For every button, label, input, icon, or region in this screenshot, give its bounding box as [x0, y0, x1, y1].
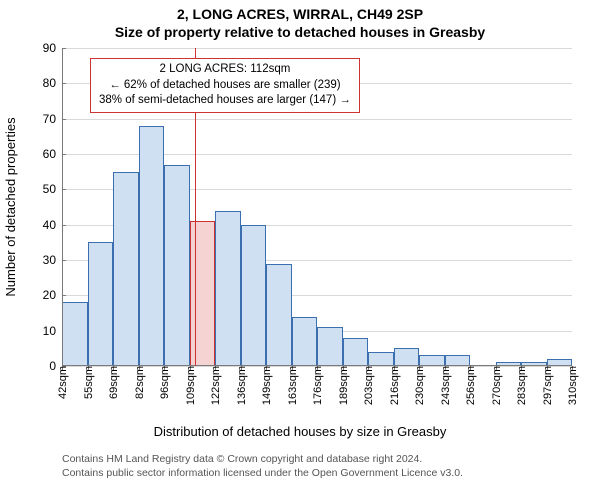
x-tick-label: 55sqm	[81, 366, 95, 399]
page-title-line2: Size of property relative to detached ho…	[0, 24, 600, 40]
x-tick-label: 297sqm	[540, 366, 554, 405]
x-tick-label: 283sqm	[514, 366, 528, 405]
x-tick-label: 96sqm	[157, 366, 171, 399]
x-tick-label: 189sqm	[336, 366, 350, 405]
x-tick-label: 122sqm	[208, 366, 222, 405]
gridline	[62, 48, 572, 49]
histogram-bar	[139, 126, 165, 366]
x-tick-label: 310sqm	[565, 366, 579, 405]
x-tick-label: 203sqm	[361, 366, 375, 405]
y-tick-label: 50	[43, 182, 62, 196]
y-tick-label: 30	[43, 253, 62, 267]
histogram-bar	[343, 338, 369, 366]
y-axis-label: Number of detached properties	[3, 117, 18, 296]
footer-line2: Contains public sector information licen…	[62, 466, 463, 480]
histogram-bar	[368, 352, 394, 366]
x-tick-label: 69sqm	[106, 366, 120, 399]
histogram-bar	[190, 221, 216, 366]
x-tick-label: 243sqm	[438, 366, 452, 405]
gridline	[62, 119, 572, 120]
y-tick-label: 90	[43, 41, 62, 55]
histogram-bar	[113, 172, 139, 366]
footer-line1: Contains HM Land Registry data © Crown c…	[62, 452, 463, 466]
x-tick-label: 163sqm	[285, 366, 299, 405]
histogram-bar	[317, 327, 343, 366]
x-tick-label: 82sqm	[132, 366, 146, 399]
x-axis-line	[62, 365, 572, 366]
x-axis-label: Distribution of detached houses by size …	[0, 424, 600, 439]
x-tick-label: 109sqm	[183, 366, 197, 405]
x-tick-label: 149sqm	[259, 366, 273, 405]
y-tick-label: 80	[43, 76, 62, 90]
y-tick-label: 60	[43, 147, 62, 161]
histogram-plot: 010203040506070809042sqm55sqm69sqm82sqm9…	[62, 48, 572, 366]
x-tick-label: 176sqm	[310, 366, 324, 405]
callout-line: 38% of semi-detached houses are larger (…	[99, 93, 351, 109]
footer-attribution: Contains HM Land Registry data © Crown c…	[62, 452, 463, 480]
histogram-bar	[241, 225, 267, 366]
x-tick-label: 42sqm	[55, 366, 69, 399]
histogram-bar	[88, 242, 114, 366]
x-tick-label: 136sqm	[234, 366, 248, 405]
callout-line: ← 62% of detached houses are smaller (23…	[99, 78, 351, 94]
x-tick-label: 216sqm	[387, 366, 401, 405]
x-tick-label: 230sqm	[412, 366, 426, 405]
y-tick-label: 20	[43, 288, 62, 302]
y-tick-label: 40	[43, 218, 62, 232]
histogram-bar	[266, 264, 292, 366]
histogram-bar	[394, 348, 420, 366]
callout-line: 2 LONG ACRES: 112sqm	[99, 62, 351, 78]
x-tick-label: 270sqm	[489, 366, 503, 405]
callout-box: 2 LONG ACRES: 112sqm← 62% of detached ho…	[90, 58, 360, 113]
histogram-bar	[164, 165, 190, 366]
page-title-line1: 2, LONG ACRES, WIRRAL, CH49 2SP	[0, 6, 600, 22]
histogram-bar	[62, 302, 88, 366]
y-tick-label: 70	[43, 112, 62, 126]
histogram-bar	[215, 211, 241, 366]
y-axis-line	[62, 48, 63, 366]
x-tick-label: 256sqm	[463, 366, 477, 405]
y-tick-label: 10	[43, 324, 62, 338]
histogram-bar	[292, 317, 318, 366]
